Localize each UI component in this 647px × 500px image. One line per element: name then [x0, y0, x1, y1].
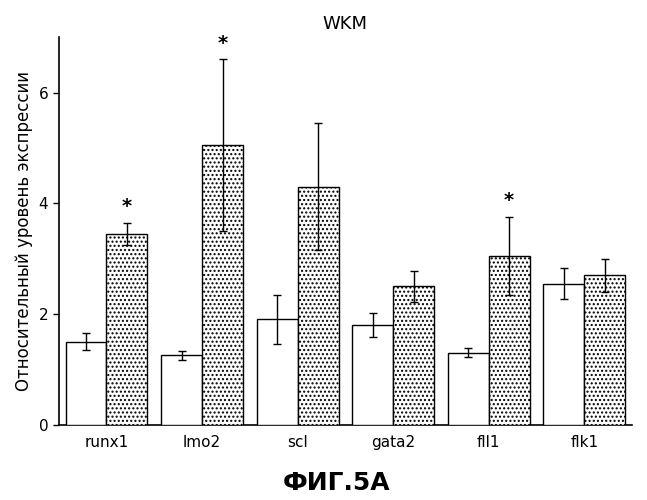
Bar	[107, 234, 148, 424]
Text: *: *	[122, 197, 132, 216]
Y-axis label: Относительный уровень экспрессии: Относительный уровень экспрессии	[15, 71, 33, 391]
Bar	[161, 356, 202, 424]
Bar	[584, 275, 625, 424]
Text: *: *	[504, 192, 514, 210]
Bar	[543, 284, 584, 424]
Bar	[202, 145, 243, 424]
Title: WKM: WKM	[323, 15, 368, 33]
Bar	[393, 286, 434, 424]
Bar	[488, 256, 530, 424]
Bar	[65, 342, 107, 424]
Bar	[352, 325, 393, 424]
Bar	[257, 320, 298, 424]
Bar	[448, 352, 488, 424]
Text: ФИГ.5A: ФИГ.5A	[283, 471, 390, 495]
Text: *: *	[217, 34, 228, 53]
Bar	[298, 186, 338, 424]
